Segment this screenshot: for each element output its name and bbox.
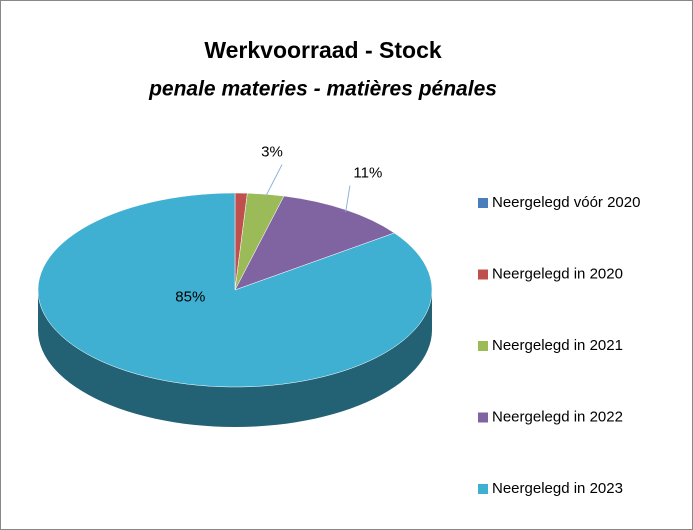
data-label: 3% [261,144,283,161]
legend-swatch [478,484,488,494]
slice [37,192,433,388]
leader-line [265,164,283,197]
legend-label: Neergelegd in 2022 [492,408,623,425]
slice-side [38,290,432,427]
legend-swatch [478,269,488,280]
legend-swatch [478,198,488,208]
leader-line [345,185,351,212]
legend-label: Neergelegd in 2023 [492,480,623,497]
legend-swatch [478,412,488,423]
legend-label: Neergelegd in 2021 [492,337,623,354]
legend-label: Neergelegd vóór 2020 [492,194,640,211]
chart-title: Werkvoorraad - Stock [204,37,442,63]
data-label: 11% [353,165,382,182]
legend-swatch [478,341,488,351]
chart-subtitle: penale materies - matières pénales [148,78,497,101]
legend-label: Neergelegd in 2020 [492,265,623,282]
data-label: 85% [175,288,205,305]
